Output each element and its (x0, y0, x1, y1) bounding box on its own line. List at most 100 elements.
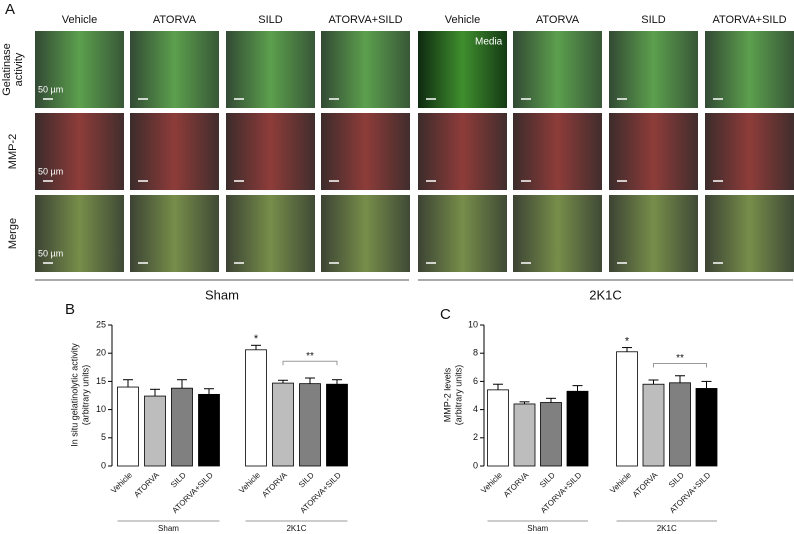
micrograph (513, 113, 602, 190)
panel-label: B (65, 301, 75, 318)
panel-label: A (5, 1, 15, 18)
micrograph (226, 113, 315, 190)
micrograph (705, 31, 794, 108)
column-header: SILD (641, 14, 666, 26)
micrograph (418, 31, 507, 108)
micrograph (705, 195, 794, 272)
y-axis-label: MMP-2 levels (442, 367, 452, 422)
y-tick-label: 6 (473, 376, 478, 386)
bar (695, 388, 718, 467)
column-header: ATORVA (153, 14, 197, 26)
x-tick-label: SILD (538, 470, 557, 489)
scale-bar-label: 50 µm (38, 166, 63, 176)
bar (198, 393, 220, 467)
bracket (282, 360, 338, 366)
y-tick-label: 10 (468, 319, 478, 329)
x-tick-label: Vehicle (237, 470, 262, 495)
y-tick-label: 20 (96, 348, 106, 358)
y-tick-label: 0 (473, 460, 478, 470)
bar (245, 349, 267, 467)
y-axis-label: (arbitrary units) (453, 365, 463, 426)
column-header: ATORVA+SILD (328, 14, 402, 26)
group-label: Sham (158, 524, 179, 533)
micrograph (609, 31, 698, 108)
micrograph (35, 31, 124, 108)
x-tick-label: SILD (297, 470, 316, 489)
micrograph (609, 113, 698, 190)
bar (299, 383, 321, 467)
bar (540, 402, 562, 467)
micrograph (130, 195, 219, 272)
group-label: 2K1C (657, 524, 677, 533)
x-tick-label: ATORVA (260, 470, 289, 499)
x-tick-label: Vehicle (608, 470, 633, 495)
micrograph (35, 195, 124, 272)
charts: BIn situ gelatinolytic activity (arbitrar… (65, 301, 718, 533)
bar (144, 395, 166, 467)
panel-label: C (440, 306, 451, 323)
bar (326, 383, 348, 467)
y-tick-label: 15 (96, 376, 106, 386)
y-tick-label: 4 (473, 404, 478, 414)
micrograph (321, 113, 410, 190)
bar (171, 387, 193, 467)
bar (487, 389, 509, 467)
panel-a: A Vehicle ATORVA SILD ATORVA+SILD Vehicle ATOR… (1, 1, 794, 302)
micrograph (130, 113, 219, 190)
column-header: SILD (258, 14, 283, 26)
group-label: 2K1C (286, 524, 306, 533)
bar (566, 390, 589, 467)
bar (272, 382, 294, 467)
row-label: activity (13, 52, 25, 86)
annotation: ** (306, 351, 314, 362)
column-header: Vehicle (445, 14, 480, 26)
bar (117, 386, 139, 467)
micrograph (321, 31, 410, 108)
group-label: Sham (527, 524, 548, 533)
group-label: 2K1C (589, 287, 622, 302)
x-tick-label: Vehicle (479, 470, 504, 495)
bracket (653, 363, 707, 368)
micrograph (226, 195, 315, 272)
x-tick-label: ATORVA (631, 470, 660, 499)
y-axis-label: (arbitrary units) (80, 365, 90, 426)
row-label: Gelatinase (1, 43, 13, 96)
micrograph (226, 31, 315, 108)
x-tick-label: ATORVA (132, 470, 161, 499)
scale-bar-label: 50 µm (38, 84, 63, 94)
x-tick-label: Vehicle (109, 470, 134, 495)
column-header: ATORVA+SILD (712, 14, 786, 26)
y-tick-label: 2 (473, 432, 478, 442)
bar (669, 382, 691, 467)
y-tick-label: 8 (473, 348, 478, 358)
row-label: MMP-2 (7, 134, 19, 169)
y-tick-label: 5 (101, 432, 106, 442)
x-tick-label: SILD (667, 470, 686, 489)
micrograph (418, 195, 507, 272)
micrograph (513, 31, 602, 108)
bar (642, 383, 665, 467)
annotation: ** (676, 353, 684, 364)
column-header: Vehicle (62, 14, 97, 26)
annotation: * (625, 335, 630, 347)
region-label: Media (475, 37, 503, 48)
bar (513, 403, 536, 467)
micrograph (705, 113, 794, 190)
y-tick-label: 10 (96, 404, 106, 414)
column-header: ATORVA (536, 14, 580, 26)
y-tick-label: 25 (96, 319, 106, 329)
bar (616, 351, 638, 467)
annotation: * (254, 333, 259, 345)
group-label: Sham (205, 287, 239, 302)
scale-bar-label: 50 µm (38, 248, 63, 258)
micrograph (35, 113, 124, 190)
micrograph (513, 195, 602, 272)
y-tick-label: 0 (101, 460, 106, 470)
y-axis-label: In situ gelatinolytic activity (69, 343, 79, 447)
row-label: Merge (7, 218, 19, 249)
micrograph (418, 113, 507, 190)
micrograph (130, 31, 219, 108)
x-tick-label: SILD (169, 470, 188, 489)
micrograph (321, 195, 410, 272)
